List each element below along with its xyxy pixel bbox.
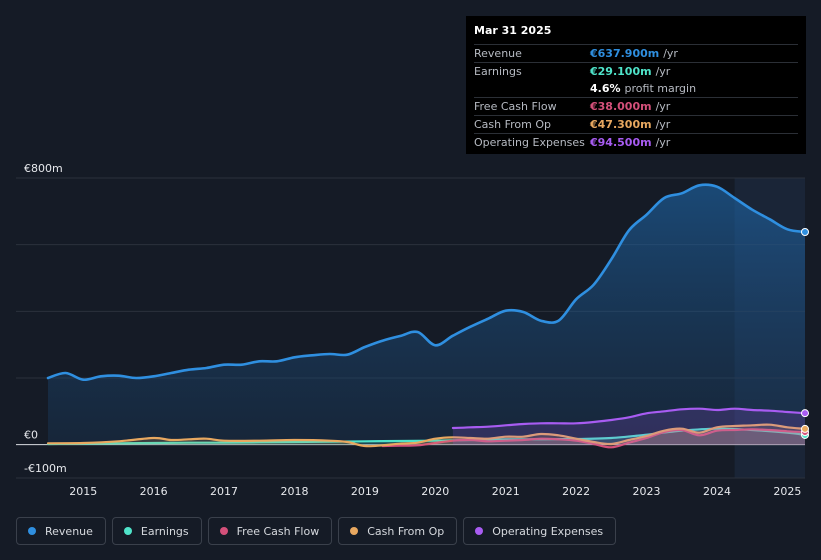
legend-label: Earnings: [140, 524, 189, 538]
x-tick-label: 2016: [140, 485, 168, 498]
tooltip-rows: Revenue €637.900m/yr Earnings €29.100m/yr 4.…: [474, 44, 798, 151]
tooltip-row-value: €29.100m: [590, 65, 652, 78]
tooltip-row-value: €38.000m: [590, 100, 652, 113]
revenue-endpoint: [801, 228, 809, 236]
tooltip-row: Free Cash Flow €38.000m/yr: [474, 97, 798, 115]
x-tick-label: 2020: [421, 485, 449, 498]
y-tick-label: €800m: [24, 162, 63, 175]
revenue-area: [48, 184, 805, 445]
tooltip-row: Revenue €637.900m/yr: [474, 44, 798, 62]
legend-item-operating-expenses[interactable]: Operating Expenses: [463, 517, 617, 545]
y-axis-labels: €800m €0 -€100m: [24, 162, 67, 475]
operating-expenses-area: [452, 408, 805, 445]
tooltip-row-unit: profit margin: [624, 82, 697, 95]
x-tick-label: 2015: [69, 485, 97, 498]
legend-label: Cash From Op: [367, 524, 445, 538]
x-tick-label: 2018: [280, 485, 308, 498]
x-axis-labels: 2015 2016 2017 2018 2019 2020 2021 2022 2023 2024…: [69, 485, 801, 498]
free-cash-flow-area: [382, 429, 805, 448]
operating-expenses-line: [451, 407, 807, 430]
tooltip-row-unit: /yr: [655, 65, 671, 78]
earnings-line: [46, 427, 807, 446]
operating-expenses-endpoint: [801, 409, 809, 418]
tooltip-row-unit: /yr: [655, 100, 671, 113]
legend: Revenue Earnings Free Cash Flow Cash From O…: [16, 517, 617, 545]
x-tick-label: 2023: [633, 485, 661, 498]
tooltip-row-label: Earnings: [474, 65, 522, 78]
legend-item-free-cash-flow[interactable]: Free Cash Flow: [207, 517, 333, 545]
tooltip-row-value: €47.300m: [590, 118, 652, 131]
tooltip-row-label: Free Cash Flow: [474, 100, 557, 113]
legend-item-earnings[interactable]: Earnings: [111, 517, 202, 545]
cash-from-op-line: [46, 423, 807, 448]
legend-label: Revenue: [45, 524, 93, 538]
legend-item-cash-from-op[interactable]: Cash From Op: [338, 517, 458, 545]
tooltip-row-unit: /yr: [655, 136, 671, 149]
tooltip-row-label: Revenue: [474, 47, 522, 60]
y-tick-label: -€100m: [24, 462, 67, 475]
revenue-line: [46, 183, 807, 382]
legend-dot-icon: [219, 527, 228, 535]
tooltip-row: Earnings €29.100m/yr: [474, 62, 798, 80]
x-tick-label: 2024: [703, 485, 731, 498]
legend-dot-icon: [123, 527, 132, 535]
legend-dot-icon: [475, 527, 484, 535]
tooltip-row-label: Cash From Op: [474, 118, 552, 131]
tooltip-date: Mar 31 2025: [474, 24, 552, 37]
tooltip-row: Cash From Op €47.300m/yr: [474, 115, 798, 133]
x-tick-label: 2025: [773, 485, 801, 498]
x-tick-label: 2019: [351, 485, 379, 498]
x-tick-label: 2017: [210, 485, 238, 498]
legend-dot-icon: [350, 527, 359, 535]
series-layer: [46, 183, 807, 449]
x-tick-label: 2022: [562, 485, 590, 498]
endpoint-markers: [801, 228, 809, 439]
tooltip-row-unit: /yr: [663, 47, 678, 60]
legend-label: Operating Expenses: [492, 524, 604, 538]
y-tick-label: €0: [24, 429, 38, 442]
legend-label: Free Cash Flow: [236, 524, 320, 538]
cash-from-op-endpoint: [801, 424, 809, 433]
free-cash-flow-line: [381, 428, 807, 449]
x-tick-label: 2021: [492, 485, 520, 498]
tooltip-row-value: €637.900m: [590, 47, 660, 60]
tooltip-row: Operating Expenses €94.500m/yr: [474, 133, 798, 151]
tooltip-row-value: €94.500m: [590, 136, 652, 149]
earnings-area: [48, 428, 805, 445]
tooltip-panel: Mar 31 2025 Revenue €637.900m/yr Earnings €…: [466, 16, 806, 154]
legend-dot-icon: [28, 527, 36, 535]
tooltip-row-label: Operating Expenses: [474, 136, 585, 149]
tooltip-row-value: 4.6%: [590, 82, 621, 95]
tooltip-row-unit: /yr: [655, 118, 671, 131]
legend-item-revenue[interactable]: Revenue: [16, 517, 106, 545]
tooltip-row: 4.6% profit margin: [474, 80, 798, 97]
tooltip-row-label: [474, 80, 590, 97]
